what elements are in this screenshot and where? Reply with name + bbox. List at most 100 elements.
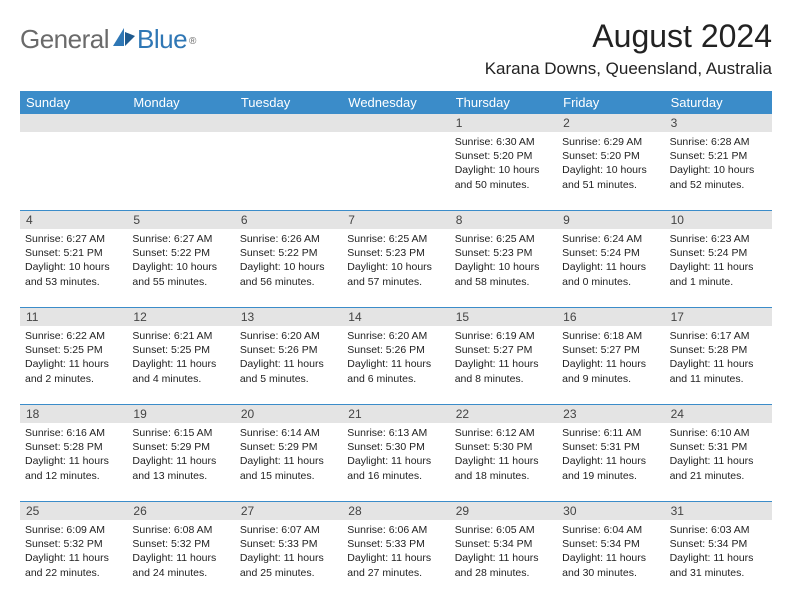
sunset-text: Sunset: 5:23 PM bbox=[347, 246, 444, 260]
sunrise-text: Sunrise: 6:22 AM bbox=[25, 329, 122, 343]
sunset-text: Sunset: 5:32 PM bbox=[132, 537, 229, 551]
sunset-text: Sunset: 5:34 PM bbox=[455, 537, 552, 551]
day-cell: Sunrise: 6:07 AMSunset: 5:33 PMDaylight:… bbox=[235, 520, 342, 598]
date-number: 4 bbox=[20, 211, 127, 229]
sunrise-text: Sunrise: 6:10 AM bbox=[670, 426, 767, 440]
daylight-text: Daylight: 11 hours and 24 minutes. bbox=[132, 551, 229, 579]
date-number: 15 bbox=[450, 308, 557, 326]
weeks-container: 123Sunrise: 6:30 AMSunset: 5:20 PMDaylig… bbox=[20, 114, 772, 598]
day-cell bbox=[127, 132, 234, 210]
sunrise-text: Sunrise: 6:26 AM bbox=[240, 232, 337, 246]
date-number bbox=[235, 114, 342, 132]
day-header-sun: Sunday bbox=[20, 91, 127, 114]
day-cell: Sunrise: 6:25 AMSunset: 5:23 PMDaylight:… bbox=[450, 229, 557, 307]
sunrise-text: Sunrise: 6:08 AM bbox=[132, 523, 229, 537]
date-strip: 18192021222324 bbox=[20, 405, 772, 423]
date-strip: 123 bbox=[20, 114, 772, 132]
day-cell: Sunrise: 6:18 AMSunset: 5:27 PMDaylight:… bbox=[557, 326, 664, 404]
date-number: 22 bbox=[450, 405, 557, 423]
daylight-text: Daylight: 11 hours and 2 minutes. bbox=[25, 357, 122, 385]
date-number: 9 bbox=[557, 211, 664, 229]
day-cell bbox=[342, 132, 449, 210]
daylight-text: Daylight: 11 hours and 21 minutes. bbox=[670, 454, 767, 482]
daylight-text: Daylight: 11 hours and 9 minutes. bbox=[562, 357, 659, 385]
date-number: 5 bbox=[127, 211, 234, 229]
location-label: Karana Downs, Queensland, Australia bbox=[485, 59, 772, 79]
day-header-tue: Tuesday bbox=[235, 91, 342, 114]
date-number: 26 bbox=[127, 502, 234, 520]
daylight-text: Daylight: 10 hours and 53 minutes. bbox=[25, 260, 122, 288]
sunrise-text: Sunrise: 6:21 AM bbox=[132, 329, 229, 343]
day-header-wed: Wednesday bbox=[342, 91, 449, 114]
date-number: 23 bbox=[557, 405, 664, 423]
date-number: 24 bbox=[665, 405, 772, 423]
daylight-text: Daylight: 10 hours and 51 minutes. bbox=[562, 163, 659, 191]
daylight-text: Daylight: 11 hours and 4 minutes. bbox=[132, 357, 229, 385]
sunrise-text: Sunrise: 6:27 AM bbox=[132, 232, 229, 246]
daylight-text: Daylight: 11 hours and 15 minutes. bbox=[240, 454, 337, 482]
sunrise-text: Sunrise: 6:23 AM bbox=[670, 232, 767, 246]
sunrise-text: Sunrise: 6:15 AM bbox=[132, 426, 229, 440]
date-number: 12 bbox=[127, 308, 234, 326]
date-strip: 45678910 bbox=[20, 211, 772, 229]
daylight-text: Daylight: 10 hours and 55 minutes. bbox=[132, 260, 229, 288]
sunrise-text: Sunrise: 6:05 AM bbox=[455, 523, 552, 537]
day-cell: Sunrise: 6:29 AMSunset: 5:20 PMDaylight:… bbox=[557, 132, 664, 210]
day-cell: Sunrise: 6:13 AMSunset: 5:30 PMDaylight:… bbox=[342, 423, 449, 501]
sunset-text: Sunset: 5:25 PM bbox=[132, 343, 229, 357]
week-row: Sunrise: 6:09 AMSunset: 5:32 PMDaylight:… bbox=[20, 520, 772, 598]
date-number: 2 bbox=[557, 114, 664, 132]
daylight-text: Daylight: 11 hours and 16 minutes. bbox=[347, 454, 444, 482]
sunset-text: Sunset: 5:30 PM bbox=[455, 440, 552, 454]
sunrise-text: Sunrise: 6:09 AM bbox=[25, 523, 122, 537]
sunset-text: Sunset: 5:22 PM bbox=[240, 246, 337, 260]
day-cell: Sunrise: 6:21 AMSunset: 5:25 PMDaylight:… bbox=[127, 326, 234, 404]
date-number: 18 bbox=[20, 405, 127, 423]
daylight-text: Daylight: 11 hours and 19 minutes. bbox=[562, 454, 659, 482]
sunset-text: Sunset: 5:28 PM bbox=[25, 440, 122, 454]
date-number bbox=[127, 114, 234, 132]
day-cell bbox=[20, 132, 127, 210]
day-cell: Sunrise: 6:22 AMSunset: 5:25 PMDaylight:… bbox=[20, 326, 127, 404]
date-number: 28 bbox=[342, 502, 449, 520]
sunset-text: Sunset: 5:31 PM bbox=[670, 440, 767, 454]
sunrise-text: Sunrise: 6:20 AM bbox=[347, 329, 444, 343]
date-number: 17 bbox=[665, 308, 772, 326]
sunrise-text: Sunrise: 6:14 AM bbox=[240, 426, 337, 440]
date-number: 25 bbox=[20, 502, 127, 520]
sunset-text: Sunset: 5:20 PM bbox=[455, 149, 552, 163]
sunrise-text: Sunrise: 6:11 AM bbox=[562, 426, 659, 440]
sunset-text: Sunset: 5:29 PM bbox=[240, 440, 337, 454]
week-row: Sunrise: 6:22 AMSunset: 5:25 PMDaylight:… bbox=[20, 326, 772, 405]
daylight-text: Daylight: 11 hours and 1 minute. bbox=[670, 260, 767, 288]
sunrise-text: Sunrise: 6:20 AM bbox=[240, 329, 337, 343]
date-number: 19 bbox=[127, 405, 234, 423]
brand-reg: ® bbox=[189, 36, 196, 47]
day-header-mon: Monday bbox=[127, 91, 234, 114]
day-cell: Sunrise: 6:20 AMSunset: 5:26 PMDaylight:… bbox=[342, 326, 449, 404]
daylight-text: Daylight: 10 hours and 50 minutes. bbox=[455, 163, 552, 191]
date-number: 13 bbox=[235, 308, 342, 326]
sunrise-text: Sunrise: 6:25 AM bbox=[347, 232, 444, 246]
daylight-text: Daylight: 11 hours and 8 minutes. bbox=[455, 357, 552, 385]
day-cell: Sunrise: 6:14 AMSunset: 5:29 PMDaylight:… bbox=[235, 423, 342, 501]
daylight-text: Daylight: 11 hours and 0 minutes. bbox=[562, 260, 659, 288]
sunset-text: Sunset: 5:20 PM bbox=[562, 149, 659, 163]
week-row: Sunrise: 6:27 AMSunset: 5:21 PMDaylight:… bbox=[20, 229, 772, 308]
sunset-text: Sunset: 5:24 PM bbox=[562, 246, 659, 260]
daylight-text: Daylight: 11 hours and 28 minutes. bbox=[455, 551, 552, 579]
title-block: August 2024 Karana Downs, Queensland, Au… bbox=[485, 18, 772, 79]
day-cell: Sunrise: 6:09 AMSunset: 5:32 PMDaylight:… bbox=[20, 520, 127, 598]
sunrise-text: Sunrise: 6:30 AM bbox=[455, 135, 552, 149]
week-row: Sunrise: 6:30 AMSunset: 5:20 PMDaylight:… bbox=[20, 132, 772, 211]
sunset-text: Sunset: 5:21 PM bbox=[670, 149, 767, 163]
daylight-text: Daylight: 10 hours and 58 minutes. bbox=[455, 260, 552, 288]
sunrise-text: Sunrise: 6:18 AM bbox=[562, 329, 659, 343]
daylight-text: Daylight: 10 hours and 56 minutes. bbox=[240, 260, 337, 288]
daylight-text: Daylight: 11 hours and 31 minutes. bbox=[670, 551, 767, 579]
day-cell: Sunrise: 6:28 AMSunset: 5:21 PMDaylight:… bbox=[665, 132, 772, 210]
date-number: 6 bbox=[235, 211, 342, 229]
daylight-text: Daylight: 11 hours and 22 minutes. bbox=[25, 551, 122, 579]
sunrise-text: Sunrise: 6:24 AM bbox=[562, 232, 659, 246]
sunset-text: Sunset: 5:34 PM bbox=[562, 537, 659, 551]
